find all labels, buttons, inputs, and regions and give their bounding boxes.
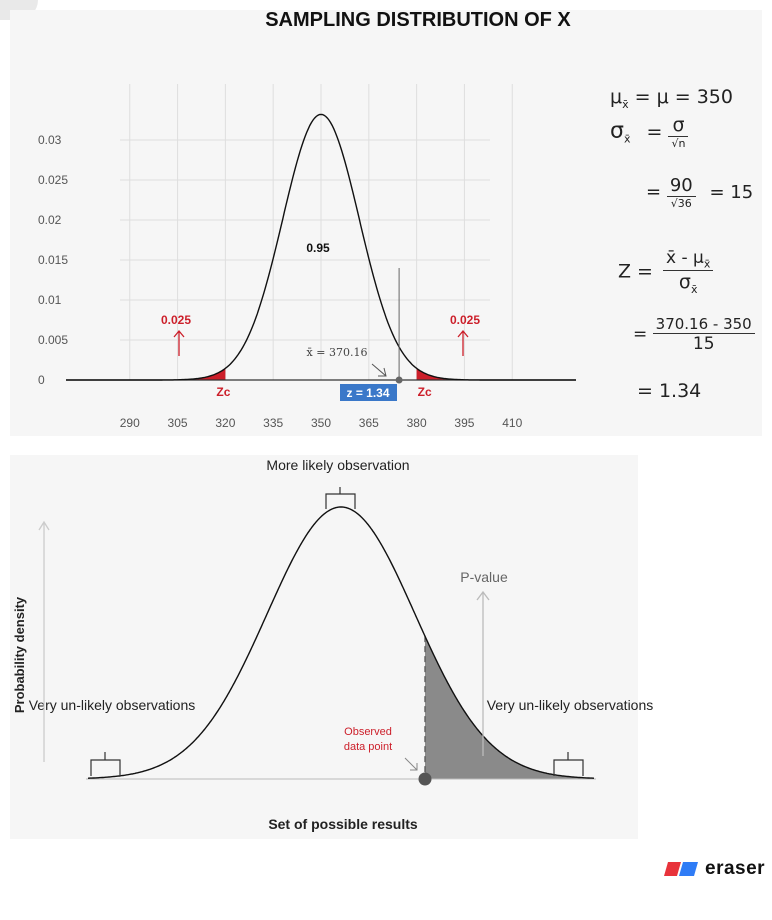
observed-point xyxy=(395,376,403,384)
x-axis-ticks: 290 305 320 335 350 365 380 395 410 xyxy=(120,416,523,430)
up-arrow-icon xyxy=(476,590,490,756)
denominator: σx̄ xyxy=(663,271,713,296)
annotations: 0.95 0.025 0.025 Zc Zc z = 1.34 x̄ = 370.16 xyxy=(161,241,480,401)
result: = 1.34 xyxy=(637,380,702,402)
bracket-icon xyxy=(325,487,356,509)
numerator: 90 xyxy=(666,175,696,197)
right-annotation: Very un-likely observations xyxy=(487,697,654,713)
y-tick-label: 0 xyxy=(38,373,45,387)
fraction: σ √n xyxy=(668,114,689,150)
result: = 15 xyxy=(709,181,754,203)
center-area-label: 0.95 xyxy=(306,241,330,255)
left-annotation: Very un-likely observations xyxy=(29,697,196,713)
sigma-value-equation: = 90 √36 = 15 xyxy=(646,175,753,210)
z-value-equation: = 370.16 - 350 15 xyxy=(633,315,755,354)
z-equation: Z = x̄ - μx̄ σx̄ xyxy=(618,248,714,296)
top-annotation: More likely observation xyxy=(266,457,409,473)
logo-mark-icon xyxy=(664,862,698,876)
numerator: x̄ - μx̄ xyxy=(663,248,714,272)
x-tick-label: 365 xyxy=(359,416,379,430)
left-tail-label: 0.025 xyxy=(161,313,191,327)
annotations: More likely observation Very un-likely ob… xyxy=(12,457,653,832)
denominator: √36 xyxy=(670,197,692,210)
right-tail-label: 0.025 xyxy=(450,313,480,327)
fraction: x̄ - μx̄ σx̄ xyxy=(663,248,714,296)
y-axis-arrow-icon xyxy=(38,520,50,762)
y-axis-ticks: 0 0.005 0.01 0.015 0.02 0.025 0.03 xyxy=(38,133,68,387)
z-badge: z = 1.34 xyxy=(346,386,389,400)
numerator: 370.16 - 350 xyxy=(652,315,755,334)
denominator: √n xyxy=(671,137,686,150)
mu-symbol: μ xyxy=(610,86,623,108)
subscript: x̄ xyxy=(690,283,698,297)
denominator: 15 xyxy=(692,334,715,354)
observed-label-line2: data point xyxy=(344,741,392,753)
y-tick-label: 0.005 xyxy=(38,333,68,347)
x-tick-label: 290 xyxy=(120,416,140,430)
p-value-area xyxy=(425,636,594,779)
x-tick-label: 305 xyxy=(168,416,188,430)
up-arrow-icon xyxy=(457,329,469,356)
distribution-curve xyxy=(66,113,576,381)
logo-text: eraser xyxy=(705,858,766,879)
mean-equation: μx̄ = μ = 350 xyxy=(610,86,733,111)
logo-blue-shape xyxy=(679,862,698,876)
observed-label-line1: Observed xyxy=(344,726,392,738)
bracket-icon xyxy=(90,752,121,776)
sigma-symbol: σ xyxy=(610,118,624,144)
zc-right-label: Zc xyxy=(418,385,432,399)
fraction: 370.16 - 350 15 xyxy=(652,315,755,354)
p-value-chart: More likely observation Very un-likely ob… xyxy=(12,457,653,832)
z-result: = 1.34 xyxy=(637,380,701,402)
subscript: x̄ xyxy=(703,257,711,271)
equals: = xyxy=(646,120,663,143)
pointer-arrow-icon xyxy=(404,757,418,771)
equals: = xyxy=(633,324,648,345)
numerator: σ xyxy=(668,114,689,137)
subscript: x̄ xyxy=(622,97,629,111)
equals: = xyxy=(646,181,662,203)
y-axis-label: Probability density xyxy=(12,596,27,713)
right-tail-area xyxy=(416,368,576,380)
chart-title: SAMPLING DISTRIBUTION OF X xyxy=(265,9,571,31)
eraser-logo: eraser xyxy=(663,858,765,880)
y-tick-label: 0.025 xyxy=(38,173,68,187)
subscript: x̄ xyxy=(623,132,631,146)
z-lhs: Z = xyxy=(618,260,653,283)
sampling-distribution-chart: SAMPLING DISTRIBUTION OF X 0 0.005 0.01 0.0… xyxy=(38,9,576,430)
y-tick-label: 0.02 xyxy=(38,213,62,227)
grid xyxy=(120,84,513,380)
zc-left-label: Zc xyxy=(216,385,230,399)
x-tick-label: 350 xyxy=(311,416,331,430)
logo-red-shape xyxy=(664,862,681,876)
sampling-distribution-panel xyxy=(10,10,762,436)
pointer-arrow-icon xyxy=(371,363,387,377)
x-tick-label: 380 xyxy=(407,416,427,430)
y-tick-label: 0.015 xyxy=(38,253,68,267)
fraction: 90 √36 xyxy=(666,175,696,210)
xbar-label: x̄ = 370.16 xyxy=(307,346,368,359)
mean-value: = μ = 350 xyxy=(634,86,733,108)
p-value-label: P-value xyxy=(460,569,508,585)
observed-point xyxy=(418,772,432,786)
y-tick-label: 0.03 xyxy=(38,133,62,147)
x-axis-label: Set of possible results xyxy=(268,816,418,832)
left-tail-area xyxy=(66,368,226,380)
z-denominator: σ xyxy=(678,271,691,294)
tail-areas xyxy=(66,368,576,380)
y-tick-label: 0.01 xyxy=(38,293,62,307)
bracket-icon xyxy=(553,752,584,776)
distribution-curve xyxy=(88,506,594,779)
z-badge-bg xyxy=(340,384,397,401)
x-tick-label: 335 xyxy=(263,416,283,430)
sigma-equation: σx̄ = σ √n xyxy=(610,114,689,150)
up-arrow-icon xyxy=(173,329,185,356)
x-tick-label: 395 xyxy=(454,416,474,430)
x-tick-label: 410 xyxy=(502,416,522,430)
x-tick-label: 320 xyxy=(215,416,235,430)
z-numerator: x̄ - μ xyxy=(666,248,704,268)
